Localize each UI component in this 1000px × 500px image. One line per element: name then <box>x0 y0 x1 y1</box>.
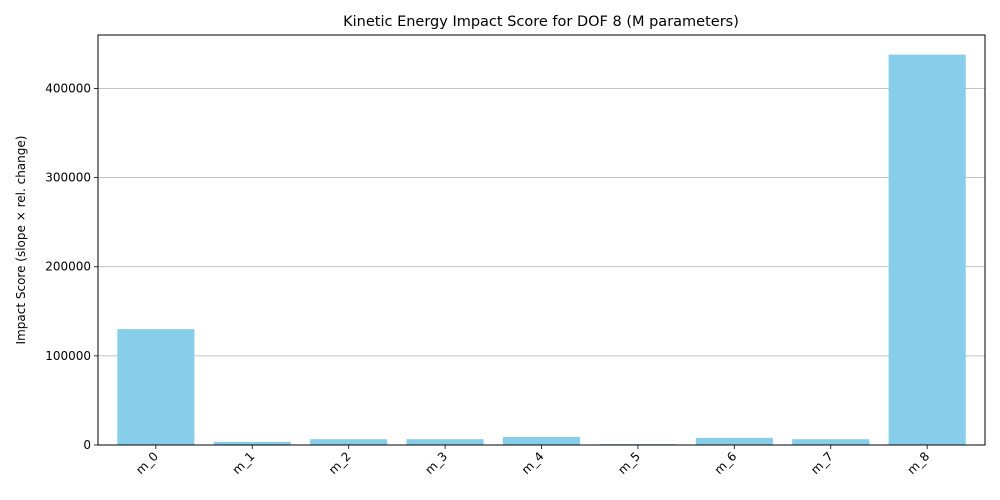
y-tick-label: 400000 <box>45 81 91 95</box>
bar-m_2 <box>310 439 388 445</box>
bar-m_3 <box>406 439 484 445</box>
x-tick-label: m_4 <box>519 449 547 477</box>
y-axis-label: Impact Score (slope × rel. change) <box>14 136 28 345</box>
x-axis: m_0 m_1 m_2 m_3 m_4 m_5 m_6 m_7 m_8 <box>133 445 932 477</box>
plot-frame <box>97 34 986 446</box>
chart-title: Kinetic Energy Impact Score for DOF 8 (M… <box>343 14 739 30</box>
x-tick-label: m_1 <box>230 449 258 477</box>
y-tick-label: 0 <box>83 438 91 452</box>
x-tick-label: m_3 <box>422 449 450 477</box>
y-tick-label: 100000 <box>45 349 91 363</box>
x-tick-label: m_5 <box>615 449 643 477</box>
y-gridlines <box>98 88 985 357</box>
x-tick-label: m_8 <box>904 449 932 477</box>
x-tick-label: m_0 <box>133 449 161 477</box>
y-tick-label: 300000 <box>45 171 91 185</box>
x-tick-label: m_7 <box>808 449 836 477</box>
bar-m_1 <box>213 441 291 445</box>
bar-m_4 <box>502 436 581 445</box>
bars <box>117 54 966 445</box>
bar-m_6 <box>695 437 773 445</box>
x-tick-label: m_2 <box>326 449 354 477</box>
y-tick-label: 200000 <box>45 260 91 274</box>
bar-m_7 <box>792 439 870 445</box>
bar-m_0 <box>117 329 195 445</box>
x-tick-label: m_6 <box>712 449 740 477</box>
bar-m_8 <box>888 54 966 445</box>
y-axis: 0 100000 200000 300000 400000 <box>45 81 98 452</box>
